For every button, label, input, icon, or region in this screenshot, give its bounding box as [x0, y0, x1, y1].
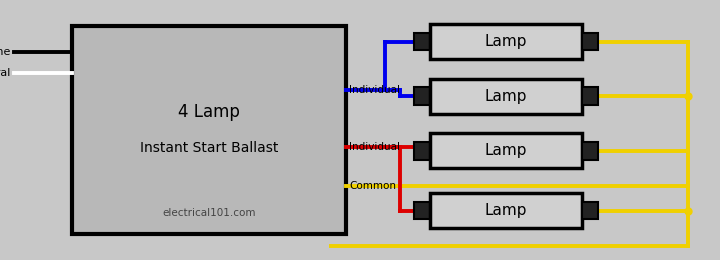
Text: Common: Common — [349, 181, 396, 191]
Text: Lamp: Lamp — [485, 89, 527, 104]
Text: Individual: Individual — [349, 85, 400, 95]
Bar — [430, 193, 582, 228]
Text: Line: Line — [0, 47, 11, 57]
Bar — [414, 87, 430, 105]
Bar — [430, 79, 582, 114]
Text: electrical101.com: electrical101.com — [162, 208, 256, 218]
Bar — [414, 142, 430, 160]
Bar — [430, 133, 582, 168]
Bar — [72, 26, 346, 234]
Bar — [582, 142, 598, 160]
Bar — [582, 202, 598, 219]
Bar — [414, 33, 430, 50]
Bar — [430, 24, 582, 59]
Text: Lamp: Lamp — [485, 143, 527, 158]
Bar — [582, 87, 598, 105]
Text: Lamp: Lamp — [485, 203, 527, 218]
Text: Lamp: Lamp — [485, 34, 527, 49]
Bar — [582, 33, 598, 50]
Text: Individual: Individual — [349, 142, 400, 152]
Text: 4 Lamp: 4 Lamp — [178, 103, 240, 121]
Text: Neutral: Neutral — [0, 68, 11, 78]
Bar — [414, 202, 430, 219]
Text: Instant Start Ballast: Instant Start Ballast — [140, 141, 278, 155]
